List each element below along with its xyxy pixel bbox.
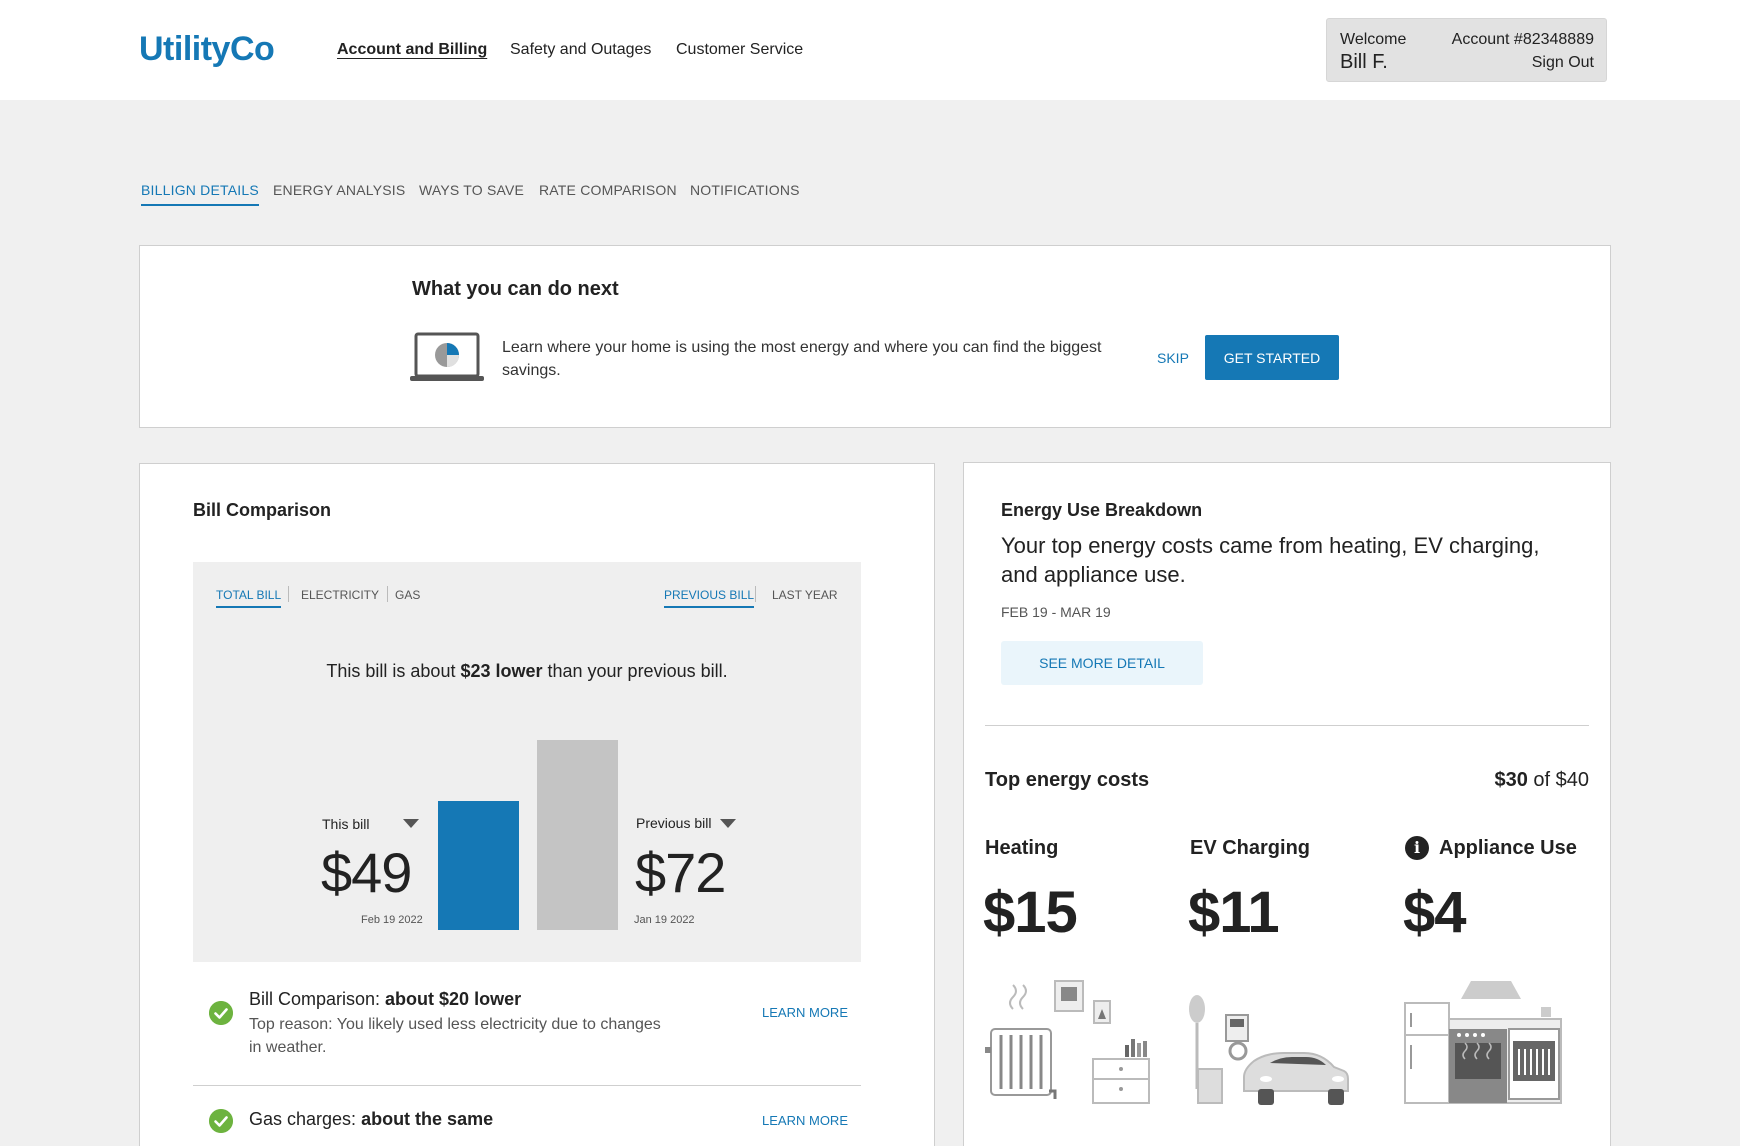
tab-last-year[interactable]: LAST YEAR bbox=[772, 588, 838, 602]
tab-separator bbox=[387, 586, 388, 602]
category-ev-charging-amount: $11 bbox=[1188, 880, 1280, 945]
tab-billing-details[interactable]: BILLIGN DETAILS bbox=[141, 182, 259, 206]
category-appliance-use-name: Appliance Use bbox=[1439, 837, 1577, 859]
this-bill-bar bbox=[438, 801, 519, 930]
energy-breakdown-title: Energy Use Breakdown bbox=[1001, 500, 1203, 520]
account-number: Account #82348889 bbox=[1451, 31, 1594, 48]
tab-notifications[interactable]: NOTIFICATIONS bbox=[690, 182, 800, 198]
previous-bill-amount: $72 bbox=[635, 841, 726, 904]
account-box: Welcome Bill F. Account #82348889 Sign O… bbox=[1326, 18, 1607, 82]
comparison-row-title: Gas charges: about the same bbox=[249, 1109, 494, 1129]
utilityco-logo[interactable]: UtilityCo bbox=[139, 30, 275, 68]
sign-out-link[interactable]: Sign Out bbox=[1531, 54, 1594, 71]
ev-charging-illustration-icon bbox=[1189, 995, 1349, 1105]
this-bill-label: This bill bbox=[322, 816, 370, 832]
tab-rate-comparison[interactable]: RATE COMPARISON bbox=[539, 182, 677, 198]
tab-gas[interactable]: GAS bbox=[395, 588, 421, 602]
energy-date-range: FEB 19 - MAR 19 bbox=[1001, 604, 1111, 620]
bill-comparison-title: Bill Comparison bbox=[193, 500, 332, 520]
site-header: UtilityCo Account and Billing Safety and… bbox=[0, 0, 1740, 100]
see-more-detail-button[interactable]: SEE MORE DETAIL bbox=[1001, 641, 1203, 685]
get-started-button[interactable]: GET STARTED bbox=[1205, 335, 1339, 380]
bill-comparison-panel: TOTAL BILL ELECTRICITY GAS PREVIOUS BILL… bbox=[193, 562, 861, 962]
info-icon[interactable]: i bbox=[1405, 836, 1429, 860]
tab-separator bbox=[755, 586, 756, 602]
tab-electricity[interactable]: ELECTRICITY bbox=[301, 588, 380, 602]
appliance-illustration-icon bbox=[1404, 981, 1562, 1104]
previous-bill-bar bbox=[537, 740, 618, 930]
category-appliance-use-amount: $4 bbox=[1403, 880, 1467, 945]
check-circle-icon bbox=[209, 1109, 233, 1133]
welcome-label: Welcome bbox=[1340, 31, 1407, 48]
top-energy-costs-label: Top energy costs bbox=[985, 769, 1150, 791]
tab-separator bbox=[288, 586, 289, 602]
learn-more-link[interactable]: LEARN MORE bbox=[762, 1113, 848, 1128]
tab-ways-to-save[interactable]: WAYS TO SAVE bbox=[419, 182, 525, 198]
category-heating-amount: $15 bbox=[983, 880, 1078, 945]
skip-link[interactable]: SKIP bbox=[1157, 350, 1189, 366]
this-bill-dropdown-icon[interactable] bbox=[403, 819, 419, 828]
previous-bill-dropdown-icon[interactable] bbox=[720, 819, 736, 828]
bill-comparison-card: Bill Comparison TOTAL BILL ELECTRICITY G… bbox=[139, 463, 935, 1146]
check-circle-icon bbox=[209, 1001, 233, 1025]
nav-safety-and-outages[interactable]: Safety and Outages bbox=[510, 41, 652, 58]
energy-divider bbox=[985, 725, 1589, 726]
nav-customer-service[interactable]: Customer Service bbox=[676, 41, 804, 58]
next-steps-text: Learn where your home is using the most … bbox=[502, 339, 1102, 379]
comparison-row-title: Bill Comparison: about $20 lower bbox=[249, 989, 522, 1009]
comparison-row-subtitle: Top reason: You likely used less electri… bbox=[249, 1016, 661, 1056]
comparison-row: Gas charges: about the same LEARN MORE bbox=[193, 1109, 861, 1146]
this-bill-amount: $49 bbox=[321, 841, 412, 904]
category-ev-charging-name: EV Charging bbox=[1190, 837, 1311, 859]
bill-summary-text: This bill is about $23 lower than your p… bbox=[326, 661, 728, 681]
category-heating-name: Heating bbox=[985, 837, 1059, 859]
comparison-row: Bill Comparison: about $20 lower Top rea… bbox=[193, 989, 861, 1079]
tab-energy-analysis[interactable]: ENERGY ANALYSIS bbox=[273, 182, 406, 198]
learn-more-link[interactable]: LEARN MORE bbox=[762, 1005, 848, 1020]
nav-account-and-billing[interactable]: Account and Billing bbox=[337, 41, 488, 58]
previous-bill-label: Previous bill bbox=[636, 815, 712, 831]
heating-illustration-icon bbox=[985, 980, 1150, 1104]
next-steps-title: What you can do next bbox=[412, 278, 619, 300]
previous-bill-date: Jan 19 2022 bbox=[634, 914, 695, 926]
energy-breakdown-card: Energy Use Breakdown Your top energy cos… bbox=[963, 462, 1611, 1146]
user-name: Bill F. bbox=[1340, 51, 1388, 73]
energy-summary-text: Your top energy costs came from heating,… bbox=[1001, 533, 1540, 587]
tab-previous-bill[interactable]: PREVIOUS BILL bbox=[664, 588, 755, 608]
next-steps-card: What you can do next Learn where your ho… bbox=[139, 245, 1611, 428]
top-energy-costs-total: $30 of $40 bbox=[1494, 769, 1589, 791]
row-divider bbox=[193, 1085, 861, 1086]
tab-total-bill[interactable]: TOTAL BILL bbox=[216, 588, 282, 608]
this-bill-date: Feb 19 2022 bbox=[361, 914, 423, 926]
laptop-pie-chart-icon bbox=[410, 332, 484, 381]
